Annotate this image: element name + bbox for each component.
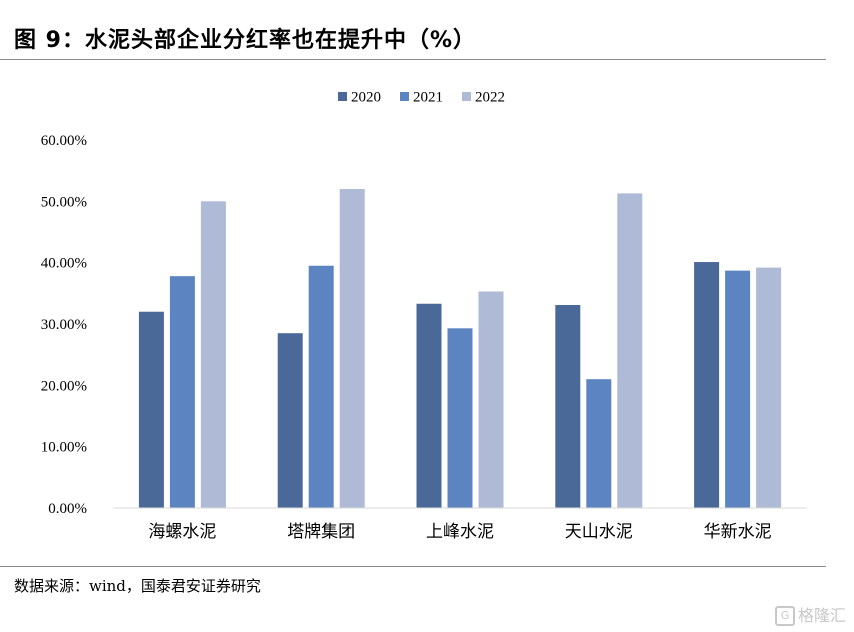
legend-swatch-2021 [400,92,409,101]
bottom-divider [0,566,826,567]
bar-chart: 2020 2021 2022 0.00% 10.00% 20.00% 30.00% 40.0… [41,90,807,542]
bar-2022-4 [756,267,782,508]
legend-label-2021: 2021 [413,90,443,106]
bar-2020-3 [555,304,581,508]
bar-2021-1 [308,265,334,508]
legend-label-2022: 2022 [475,90,505,106]
x-tick-label: 华新水泥 [704,522,772,542]
y-tick-label: 10.00% [41,440,87,456]
x-tick-label: 上峰水泥 [426,522,494,542]
bar-2021-0 [169,276,195,508]
bar-2020-1 [277,333,303,508]
y-axis: 0.00% 10.00% 20.00% 30.00% 40.00% 50.00% 60.00… [41,133,87,517]
bar-2022-0 [200,201,226,509]
x-tick-label: 塔牌集团 [287,522,355,542]
logo-icon: G [774,606,795,626]
bar-2021-2 [447,328,473,508]
bar-2020-2 [416,303,442,508]
y-tick-label: 30.00% [41,317,87,333]
x-tick-label: 海螺水泥 [148,522,216,542]
watermark-logo: G 格隆汇 [774,602,846,626]
y-tick-label: 50.00% [41,194,87,210]
x-axis: 海螺水泥 塔牌集团 上峰水泥 天山水泥 华新水泥 [113,507,807,542]
legend-swatch-2020 [338,92,347,101]
x-tick-label: 天山水泥 [565,522,633,542]
bar-2021-3 [586,379,612,508]
y-tick-label: 40.00% [41,256,87,272]
bar-2022-1 [339,189,365,509]
chart-legend: 2020 2021 2022 [338,90,505,106]
y-tick-label: 20.00% [41,378,87,394]
y-tick-label: 60.00% [41,133,87,149]
bar-2022-2 [478,291,504,508]
watermark-text: 格隆汇 [797,605,846,625]
y-tick-label: 0.00% [48,501,87,517]
bar-2022-3 [617,193,643,509]
legend-swatch-2022 [462,92,471,101]
top-divider [0,59,826,60]
figure-title: 图 9：水泥头部企业分红率也在提升中（%） [14,28,477,53]
bar-2020-4 [694,262,720,508]
legend-label-2020: 2020 [351,90,381,106]
bar-2021-4 [725,270,751,508]
source-note: 数据来源：wind，国泰君安证券研究 [14,577,261,595]
bar-2020-0 [138,311,164,508]
bar-series [138,189,782,509]
